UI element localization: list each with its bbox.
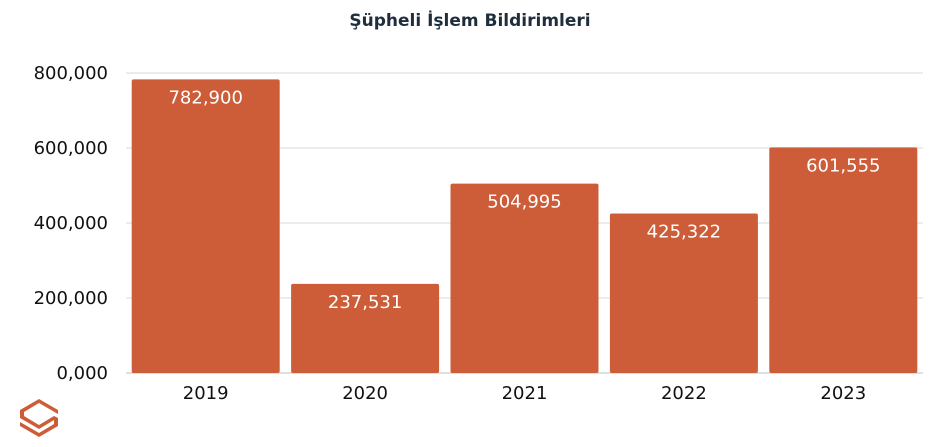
y-tick-label: 400,000 [34,213,108,234]
x-tick-label: 2023 [820,383,866,404]
x-tick-label: 2021 [502,383,548,404]
data-label: 237,531 [328,292,402,313]
y-tick-label: 600,000 [34,138,108,159]
data-labels: 782,900 237,531 504,995 425,322 601,555 [168,87,880,313]
bar-2023 [769,147,918,373]
x-axis-ticks: 2019 2020 2021 2022 2023 [183,383,866,404]
y-tick-label: 200,000 [34,288,108,309]
x-tick-label: 2019 [183,383,229,404]
data-label: 425,322 [647,222,721,243]
x-tick-label: 2020 [342,383,388,404]
y-tick-label: 0,000 [56,363,108,384]
bar-2020 [291,283,440,373]
data-label: 601,555 [806,155,880,176]
bar-2019 [131,79,280,373]
s-logo-icon [20,399,58,437]
data-label: 782,900 [168,87,242,108]
data-label: 504,995 [487,192,561,213]
bars [131,79,918,373]
x-tick-label: 2022 [661,383,707,404]
chart-title: Şüpheli İşlem Bildirimleri [349,9,590,31]
y-axis-ticks: 0,000 200,000 400,000 600,000 800,000 [34,63,108,384]
bar-2022 [609,213,758,373]
y-tick-label: 800,000 [34,63,108,84]
bar-2021 [450,183,599,373]
